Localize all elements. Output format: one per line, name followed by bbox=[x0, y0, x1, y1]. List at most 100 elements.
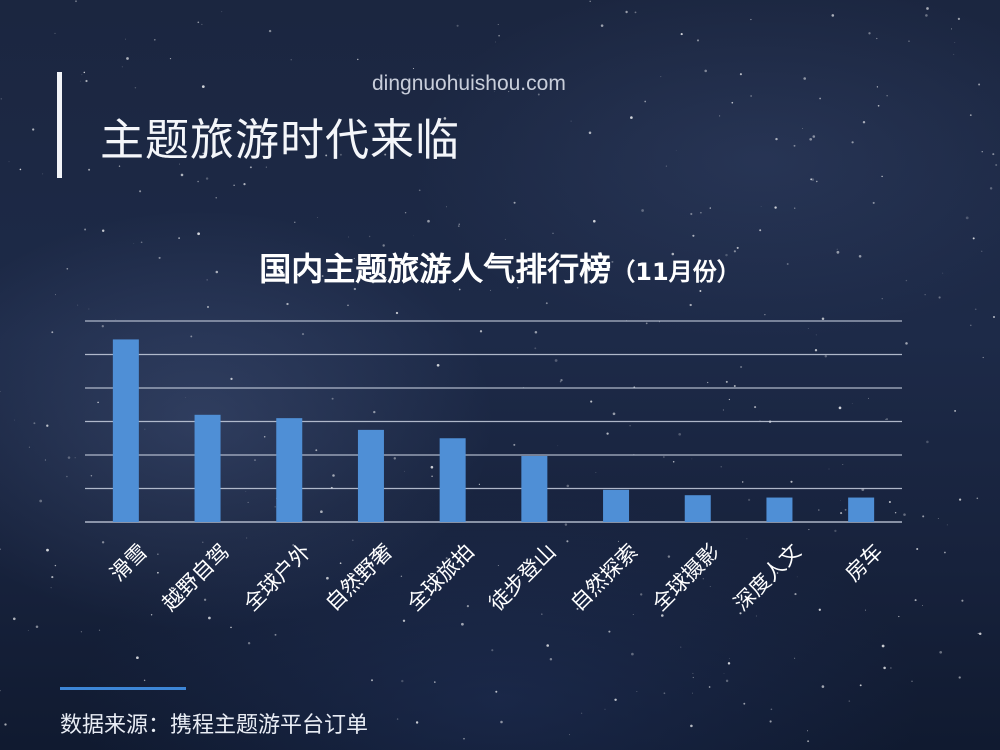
star bbox=[321, 275, 324, 277]
star bbox=[566, 540, 569, 543]
star bbox=[881, 644, 885, 648]
star bbox=[50, 587, 52, 589]
star bbox=[494, 91, 495, 92]
star bbox=[881, 298, 883, 300]
star bbox=[357, 58, 359, 61]
star bbox=[230, 626, 232, 629]
star bbox=[13, 617, 16, 621]
star bbox=[206, 305, 210, 309]
star bbox=[4, 723, 7, 726]
star bbox=[67, 456, 71, 459]
star bbox=[622, 550, 626, 554]
star bbox=[445, 557, 448, 560]
star bbox=[389, 146, 391, 148]
bar bbox=[112, 339, 139, 522]
star bbox=[133, 243, 135, 244]
star bbox=[731, 101, 734, 104]
star bbox=[39, 499, 43, 503]
star bbox=[671, 252, 675, 256]
star bbox=[640, 593, 643, 596]
star bbox=[961, 599, 964, 602]
star bbox=[708, 686, 711, 688]
star bbox=[914, 599, 917, 602]
star bbox=[463, 737, 465, 740]
star bbox=[750, 95, 752, 97]
star bbox=[868, 32, 871, 35]
star bbox=[534, 347, 537, 350]
star bbox=[970, 324, 972, 327]
star bbox=[55, 294, 56, 296]
star bbox=[890, 667, 892, 669]
star bbox=[497, 565, 499, 567]
star bbox=[819, 97, 821, 100]
chart-gridlines bbox=[85, 320, 902, 523]
star bbox=[504, 238, 506, 240]
star bbox=[545, 302, 548, 305]
star bbox=[981, 250, 983, 252]
star bbox=[978, 83, 981, 86]
star bbox=[728, 658, 730, 659]
star bbox=[794, 657, 796, 659]
star bbox=[838, 406, 842, 410]
star bbox=[802, 128, 804, 129]
star bbox=[725, 679, 729, 683]
source-divider bbox=[60, 687, 186, 690]
star bbox=[725, 253, 728, 257]
star bbox=[427, 219, 430, 223]
star bbox=[978, 632, 982, 636]
chart-category-labels: 滑雪 越野自驾 全球户外 自然野奢 全球旅拍 徒步登山 自然探索 全球摄影 深度人文 房车 bbox=[105, 539, 887, 615]
star bbox=[872, 201, 875, 204]
star bbox=[989, 187, 993, 190]
star bbox=[74, 457, 76, 459]
star bbox=[157, 553, 159, 555]
star bbox=[723, 673, 725, 674]
star bbox=[821, 685, 825, 688]
star bbox=[497, 24, 499, 25]
star bbox=[564, 523, 568, 526]
bar bbox=[357, 429, 384, 522]
star bbox=[396, 718, 399, 720]
star bbox=[922, 515, 925, 518]
star bbox=[760, 206, 762, 207]
star bbox=[739, 612, 742, 615]
star bbox=[54, 32, 56, 34]
star bbox=[707, 381, 709, 384]
star bbox=[764, 314, 766, 316]
star bbox=[118, 165, 121, 167]
star bbox=[593, 219, 596, 223]
star bbox=[672, 461, 675, 463]
star bbox=[862, 120, 866, 124]
star bbox=[794, 593, 797, 596]
star bbox=[659, 321, 660, 323]
star bbox=[388, 259, 391, 262]
bar bbox=[276, 418, 303, 522]
star bbox=[325, 154, 328, 157]
star bbox=[663, 692, 666, 695]
star bbox=[219, 718, 222, 722]
star bbox=[836, 250, 840, 254]
star bbox=[898, 615, 900, 618]
star bbox=[491, 649, 494, 652]
bar bbox=[194, 414, 221, 522]
star bbox=[951, 28, 953, 30]
star bbox=[743, 702, 746, 705]
star bbox=[629, 424, 631, 427]
star bbox=[770, 708, 773, 711]
star bbox=[700, 211, 702, 214]
star bbox=[776, 572, 779, 574]
star bbox=[546, 644, 550, 647]
star bbox=[443, 117, 447, 120]
star bbox=[14, 419, 15, 421]
star bbox=[811, 178, 815, 181]
star bbox=[774, 206, 777, 209]
star bbox=[692, 676, 694, 679]
star bbox=[982, 356, 984, 359]
star bbox=[513, 201, 516, 204]
star bbox=[699, 290, 702, 292]
star bbox=[992, 153, 995, 156]
star bbox=[237, 719, 241, 722]
star bbox=[972, 237, 975, 240]
star bbox=[373, 410, 376, 414]
star bbox=[301, 333, 305, 336]
star bbox=[27, 630, 29, 631]
